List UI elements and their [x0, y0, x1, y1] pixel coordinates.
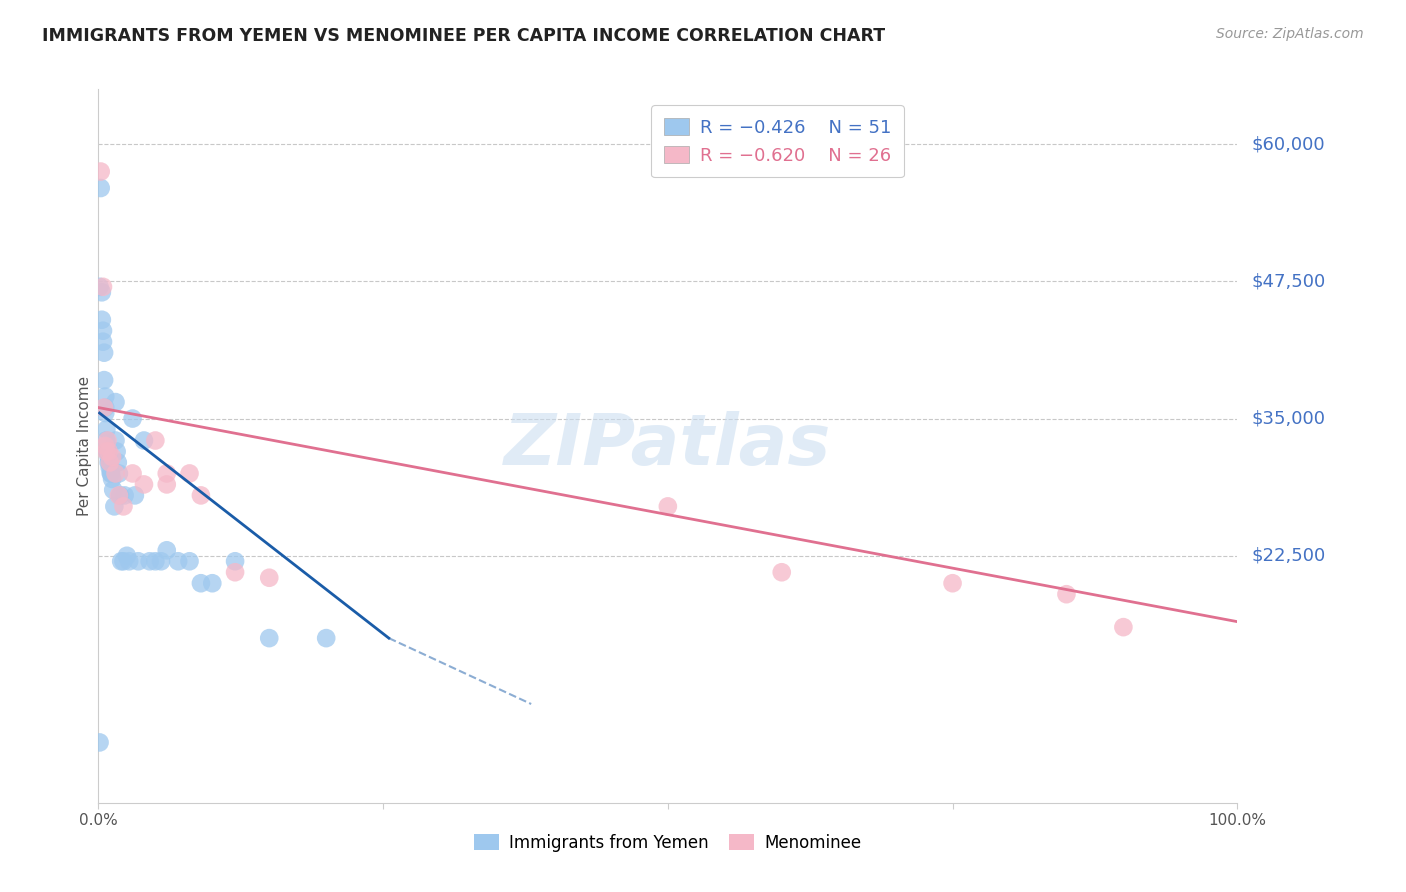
Point: [96, 434, 118, 448]
Point: [104, 467, 127, 481]
Point: [107, 455, 129, 469]
Point: [91, 334, 114, 349]
Point: [167, 554, 190, 568]
Point: [93, 401, 115, 415]
Point: [315, 631, 337, 645]
Point: [1054, 587, 1078, 601]
Text: ZIPatlas: ZIPatlas: [505, 411, 831, 481]
Point: [101, 450, 124, 464]
Point: [98, 461, 121, 475]
Point: [145, 434, 167, 448]
Point: [97, 444, 120, 458]
Point: [103, 500, 125, 514]
Point: [96, 444, 118, 458]
Point: [100, 467, 122, 481]
Point: [98, 455, 121, 469]
Point: [100, 467, 122, 481]
Point: [156, 467, 179, 481]
Point: [96, 423, 118, 437]
Point: [138, 554, 160, 568]
Point: [118, 554, 141, 568]
Point: [224, 554, 246, 568]
Text: $22,500: $22,500: [1251, 547, 1326, 565]
Point: [104, 395, 127, 409]
Point: [91, 324, 114, 338]
Point: [150, 554, 173, 568]
Point: [94, 439, 117, 453]
Point: [657, 500, 679, 514]
Point: [108, 467, 131, 481]
Text: $60,000: $60,000: [1251, 135, 1324, 153]
Point: [94, 406, 117, 420]
Point: [94, 401, 117, 415]
Point: [1112, 620, 1135, 634]
Legend: Immigrants from Yemen, Menominee: Immigrants from Yemen, Menominee: [468, 828, 868, 859]
Y-axis label: Per Capita Income: Per Capita Income: [77, 376, 91, 516]
Point: [115, 549, 138, 563]
Point: [97, 450, 120, 464]
Point: [104, 434, 127, 448]
Point: [132, 434, 155, 448]
Point: [97, 455, 120, 469]
Text: $47,500: $47,500: [1251, 272, 1326, 290]
Point: [108, 488, 131, 502]
Point: [110, 554, 132, 568]
Point: [145, 554, 167, 568]
Point: [121, 411, 143, 425]
Point: [89, 735, 111, 749]
Point: [224, 566, 246, 580]
Point: [90, 312, 112, 326]
Point: [179, 467, 201, 481]
Point: [98, 455, 121, 469]
Point: [90, 181, 112, 195]
Point: [96, 444, 118, 458]
Point: [90, 164, 112, 178]
Point: [101, 472, 124, 486]
Point: [156, 477, 179, 491]
Text: $35,000: $35,000: [1251, 409, 1326, 427]
Point: [127, 554, 149, 568]
Point: [94, 390, 117, 404]
Point: [89, 280, 111, 294]
Point: [770, 566, 793, 580]
Point: [93, 373, 115, 387]
Point: [190, 576, 212, 591]
Point: [179, 554, 201, 568]
Point: [201, 576, 224, 591]
Point: [93, 345, 115, 359]
Point: [190, 488, 212, 502]
Point: [124, 488, 146, 502]
Text: Source: ZipAtlas.com: Source: ZipAtlas.com: [1216, 27, 1364, 41]
Point: [156, 543, 179, 558]
Point: [112, 500, 135, 514]
Point: [112, 554, 135, 568]
Point: [91, 280, 114, 294]
Point: [259, 631, 281, 645]
Text: IMMIGRANTS FROM YEMEN VS MENOMINEE PER CAPITA INCOME CORRELATION CHART: IMMIGRANTS FROM YEMEN VS MENOMINEE PER C…: [42, 27, 886, 45]
Point: [96, 434, 118, 448]
Point: [108, 488, 131, 502]
Point: [121, 467, 143, 481]
Point: [96, 444, 118, 458]
Point: [103, 483, 125, 497]
Point: [259, 571, 281, 585]
Point: [132, 477, 155, 491]
Point: [114, 488, 136, 502]
Point: [105, 444, 128, 458]
Point: [942, 576, 965, 591]
Point: [90, 285, 112, 300]
